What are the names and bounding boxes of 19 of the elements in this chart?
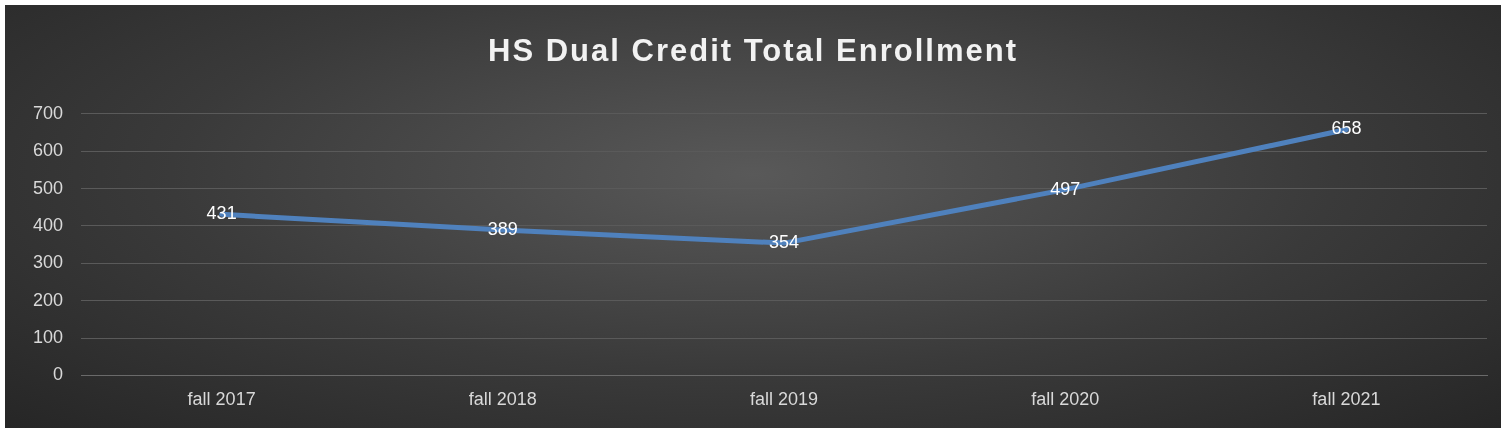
data-label: 389 [487,218,518,239]
y-tick-label: 100 [32,327,64,347]
x-tick-label: fall 2017 [187,389,256,410]
data-label: 658 [1331,118,1362,139]
y-tick-label: 200 [32,289,64,310]
x-tick-label: fall 2019 [749,389,819,410]
y-tick-label: 0 [53,364,64,385]
x-tick-label: fall 2018 [468,389,537,410]
x-tick-label: fall 2021 [1312,389,1381,410]
data-label: 354 [768,232,800,253]
y-tick-label: 300 [32,252,64,273]
y-tick-label: 700 [32,102,64,123]
data-label: 431 [206,203,237,224]
data-label: 497 [1050,178,1081,199]
x-tick-label: fall 2020 [1031,389,1100,410]
y-tick-label: 500 [32,177,64,198]
y-tick-label: 400 [32,214,64,235]
chart-title: HS Dual Credit Total Enrollment [487,33,1019,69]
y-tick-label: 600 [32,140,64,161]
